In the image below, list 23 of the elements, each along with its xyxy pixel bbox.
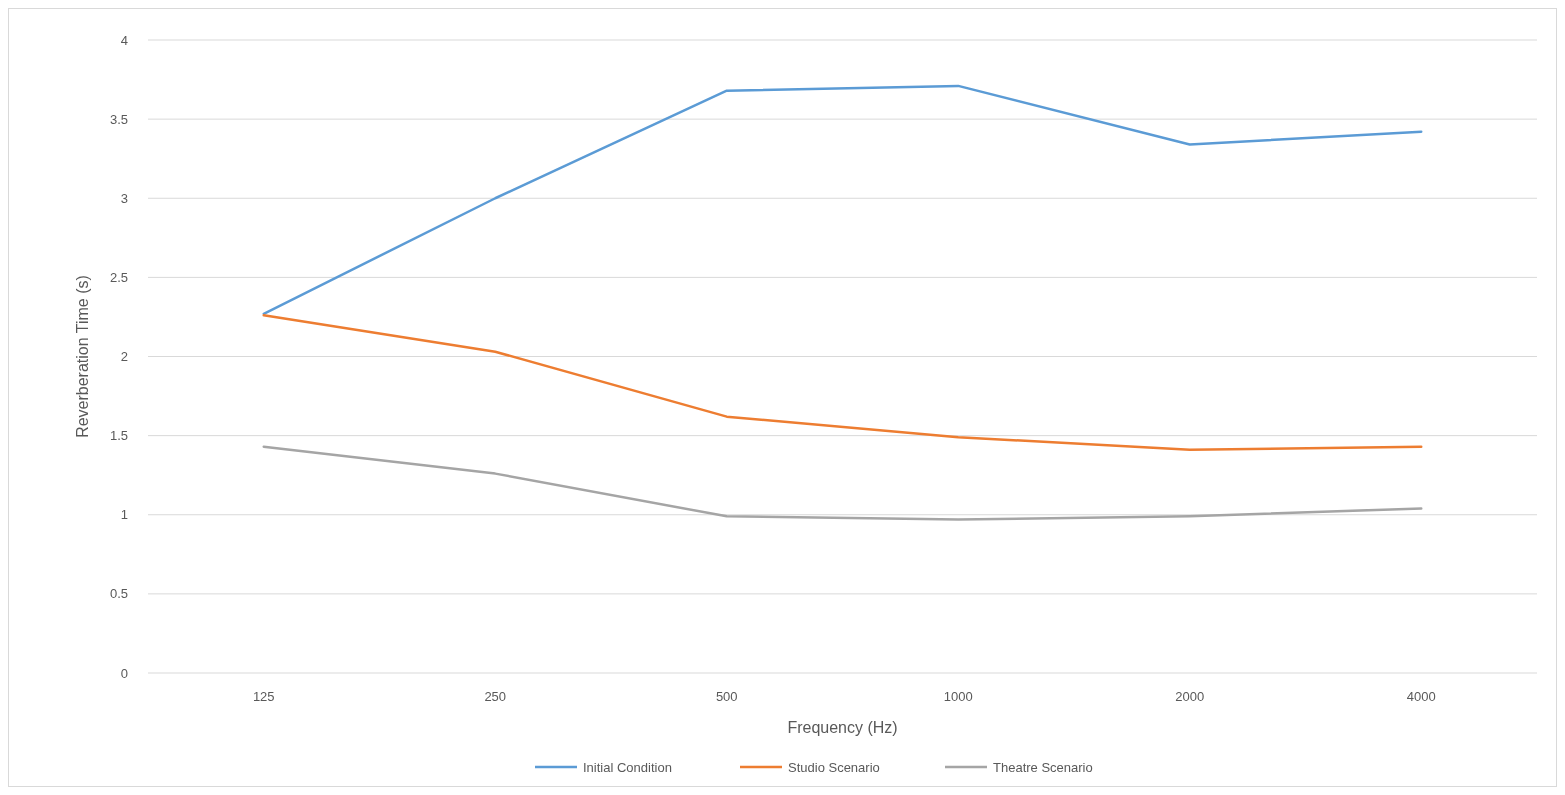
x-tick-label: 500 (715, 689, 738, 704)
y-axis-title: Reverberation Time (s) (74, 275, 91, 438)
y-tick-label: 1.5 (109, 428, 128, 444)
x-tick-label: 125 (252, 689, 275, 704)
y-tick-label: 3 (120, 190, 128, 206)
legend-label: Initial Condition (583, 759, 672, 775)
legend-label: Theatre Scenario (993, 759, 1093, 775)
x-tick-label: 250 (484, 689, 507, 704)
line-series (262, 445, 1423, 521)
y-tick-label: 2.5 (109, 269, 128, 285)
y-tick-label: 2 (120, 349, 128, 365)
x-tick-label: 2000 (1175, 689, 1205, 704)
y-tick-label: 3.5 (109, 111, 128, 127)
x-axis-title: Frequency (Hz) (787, 719, 898, 736)
line-series (262, 314, 1423, 452)
x-tick-label: 1000 (943, 689, 973, 704)
legend-label: Studio Scenario (788, 759, 880, 775)
line-series (262, 84, 1423, 316)
x-tick-label: 4000 (1406, 689, 1436, 704)
y-tick-label: 4 (120, 32, 128, 48)
y-tick-label: 0 (120, 665, 128, 681)
y-tick-label: 0.5 (109, 586, 128, 602)
y-tick-label: 1 (120, 507, 128, 523)
